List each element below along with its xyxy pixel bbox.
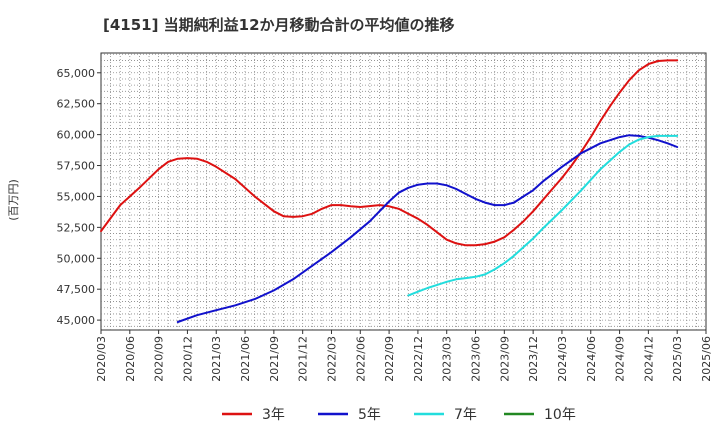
x-tick-label: 2021/09 (268, 336, 281, 382)
legend-label: 10年 (544, 407, 576, 423)
chart-title: [4151] 当期純利益12か月移動合計の平均値の推移 (103, 16, 455, 34)
series-line (100, 59, 679, 247)
legend-label: 3年 (262, 407, 285, 423)
y-tick-label: 45,000 (57, 314, 96, 327)
y-tick-label: 52,500 (57, 221, 96, 234)
x-tick-label: 2022/03 (325, 336, 338, 382)
x-tick-label: 2024/09 (614, 336, 627, 382)
x-tick-label: 2020/06 (124, 336, 137, 382)
x-tick-label: 2023/12 (527, 336, 540, 382)
y-axis-label: (百万円) (7, 179, 20, 221)
x-tick-label: 2024/12 (642, 336, 655, 382)
x-tick-label: 2021/12 (297, 336, 310, 382)
legend-label: 7年 (454, 407, 477, 423)
legend-label: 5年 (358, 407, 381, 423)
y-tick-label: 60,000 (57, 129, 96, 142)
x-tick-label: 2021/03 (210, 336, 223, 382)
y-tick-label: 47,500 (57, 283, 96, 296)
x-tick-label: 2023/06 (470, 336, 483, 382)
x-tick-label: 2025/03 (671, 336, 684, 382)
x-tick-label: 2025/06 (700, 336, 713, 382)
plot-area (100, 52, 707, 331)
y-tick-label: 50,000 (57, 252, 96, 265)
x-tick-label: 2022/06 (354, 336, 367, 382)
x-tick-label: 2022/09 (383, 336, 396, 382)
y-tick-label: 57,500 (57, 160, 96, 173)
x-tick-label: 2024/03 (556, 336, 569, 382)
x-tick-label: 2020/03 (95, 336, 108, 382)
x-tick-label: 2020/12 (181, 336, 194, 382)
y-tick-label: 55,000 (57, 190, 96, 203)
x-tick-label: 2023/09 (498, 336, 511, 382)
x-tick-label: 2024/06 (585, 336, 598, 382)
series-line (407, 134, 679, 297)
x-tick-label: 2023/03 (441, 336, 454, 382)
y-tick-label: 65,000 (57, 67, 96, 80)
x-tick-label: 2020/09 (153, 336, 166, 382)
y-tick-label: 62,500 (57, 98, 96, 111)
x-tick-label: 2021/06 (239, 336, 252, 382)
series-line (176, 134, 679, 323)
x-tick-label: 2022/12 (412, 336, 425, 382)
